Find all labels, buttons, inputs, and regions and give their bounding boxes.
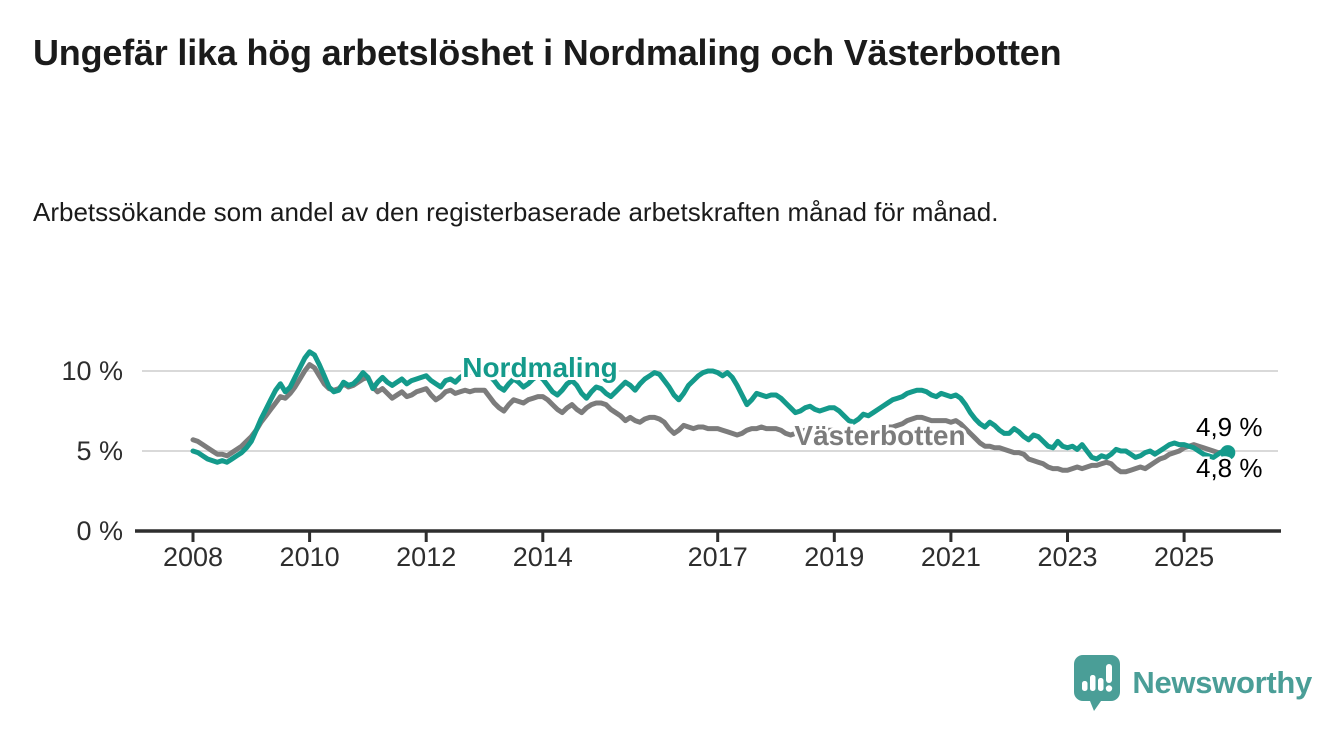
x-axis-label-2014: 2014: [513, 542, 573, 572]
x-axis-label-2008: 2008: [163, 542, 223, 572]
series-line-västerbotten: [190, 362, 1231, 475]
exclamation-bar: [1106, 664, 1113, 683]
y-axis-label-5: 5 %: [76, 436, 123, 466]
series-label-västerbotten: Västerbotten: [794, 420, 965, 451]
x-axis-label-2017: 2017: [688, 542, 748, 572]
newsworthy-branding: Newsworthy: [1073, 654, 1312, 712]
exclamation-dot: [1106, 685, 1113, 692]
x-axis-label-2019: 2019: [804, 542, 864, 572]
x-axis-label-2010: 2010: [280, 542, 340, 572]
x-axis-label-2023: 2023: [1037, 542, 1097, 572]
y-axis-label-10: 10 %: [61, 356, 123, 386]
bar-tall: [1098, 678, 1104, 691]
series-line-nordmaling: [190, 349, 1231, 465]
page-title: Ungefär lika hög arbetslöshet i Nordmali…: [33, 32, 1062, 73]
bar-medium: [1090, 675, 1096, 691]
x-axis-label-2012: 2012: [396, 542, 456, 572]
x-axis-label-2021: 2021: [921, 542, 981, 572]
end-value-label-nordmaling: 4,9 %: [1196, 412, 1263, 442]
end-value-label-västerbotten: 4,8 %: [1196, 453, 1263, 483]
newsworthy-logo-text: Newsworthy: [1132, 665, 1312, 700]
x-axis-label-2025: 2025: [1154, 542, 1214, 572]
bar-small: [1082, 681, 1088, 691]
bubble-shape: [1074, 655, 1121, 711]
end-dot-nordmaling: [1220, 445, 1236, 461]
y-axis-label-0: 0 %: [76, 516, 123, 546]
newsworthy-bubble-barchart-icon: [1074, 655, 1121, 711]
chart-subtitle: Arbetssökande som andel av den registerb…: [33, 197, 999, 227]
series-label-nordmaling: Nordmaling: [462, 352, 618, 383]
